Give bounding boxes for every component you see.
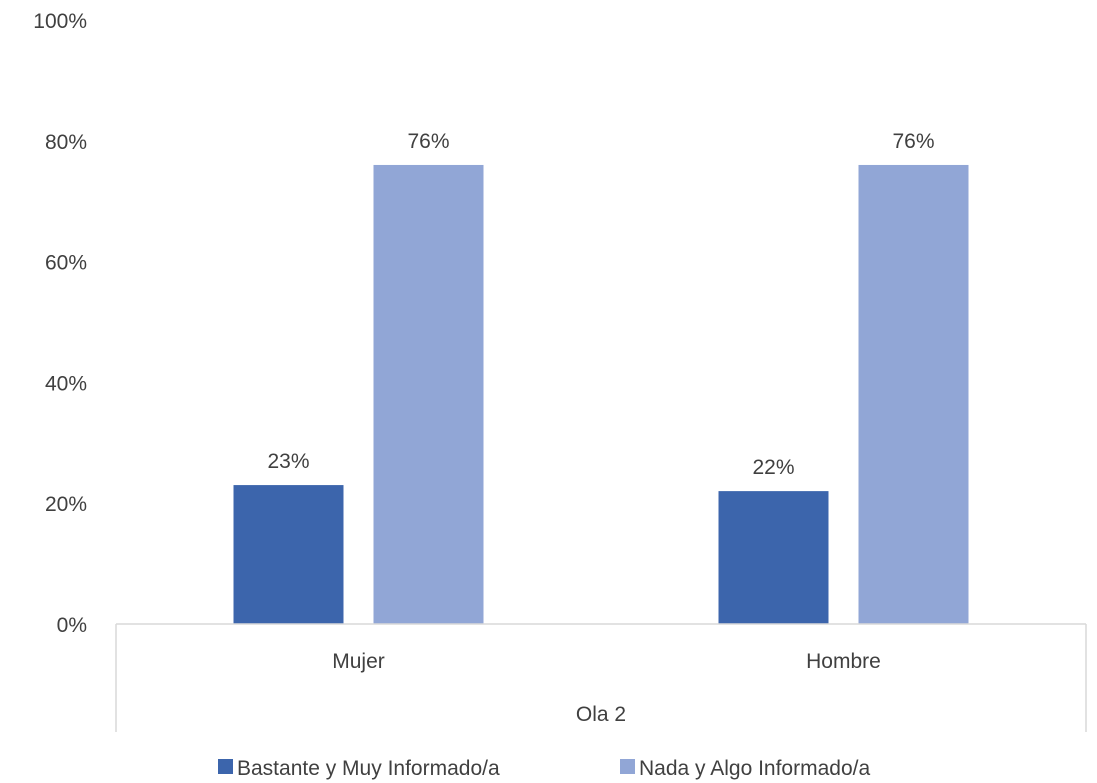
- x-group-label: Ola 2: [576, 703, 626, 726]
- data-label: 76%: [407, 130, 449, 153]
- bar: [858, 164, 969, 624]
- y-axis: 0% 20% 40% 60% 80% 100%: [33, 10, 87, 637]
- x-tick-label: Hombre: [806, 650, 881, 673]
- data-label: 23%: [267, 450, 309, 473]
- x-axis: Mujer Hombre Ola 2: [115, 623, 1087, 732]
- legend-label: Bastante y Muy Informado/a: [237, 757, 500, 780]
- y-tick-label: 100%: [33, 10, 87, 33]
- bar: [373, 164, 484, 624]
- legend-swatch: [620, 759, 635, 774]
- plot-area: 23% 76% 22% 76%: [233, 130, 969, 624]
- legend-label: Nada y Algo Informado/a: [639, 757, 870, 780]
- data-label: 76%: [892, 130, 934, 153]
- y-tick-label: 60%: [45, 252, 87, 275]
- legend-swatch: [218, 759, 233, 774]
- y-tick-label: 40%: [45, 372, 87, 395]
- y-tick-label: 0%: [57, 614, 87, 637]
- x-tick-label: Mujer: [332, 650, 385, 673]
- bar: [233, 485, 344, 624]
- y-tick-label: 80%: [45, 131, 87, 154]
- data-label: 22%: [752, 456, 794, 479]
- bar: [718, 491, 829, 624]
- legend: Bastante y Muy Informado/a Nada y Algo In…: [218, 757, 870, 780]
- y-tick-label: 20%: [45, 493, 87, 516]
